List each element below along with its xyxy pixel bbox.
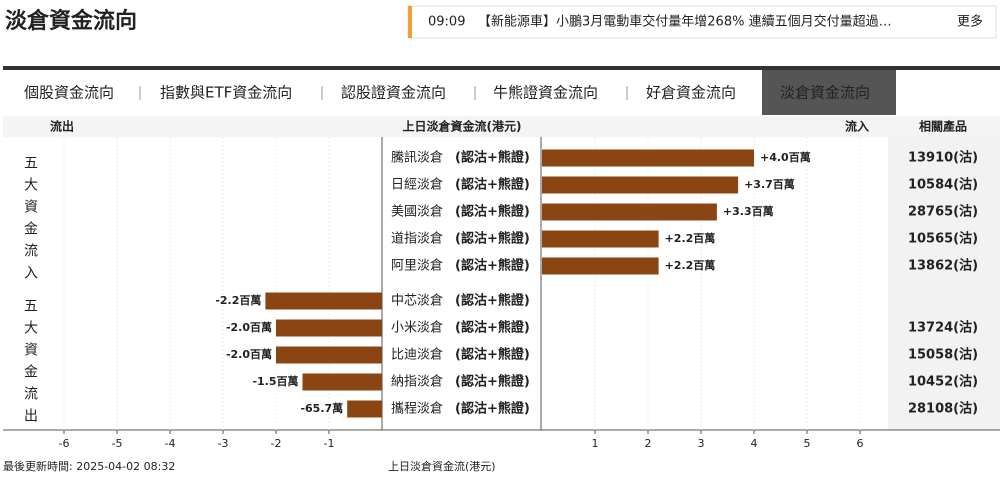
value-label: +4.0百萬: [760, 150, 811, 164]
value-label: -65.7萬: [300, 401, 343, 415]
category-label[interactable]: 道指淡倉: [391, 232, 443, 247]
category-tag: (認沽+熊證): [455, 320, 530, 336]
category-tag: (認沽+熊證): [455, 401, 530, 417]
value-label: +3.7百萬: [744, 177, 795, 191]
x-tick-label: -3: [218, 437, 229, 450]
value-label: -2.0百萬: [226, 320, 272, 334]
group-label: 五大資金流出: [22, 298, 38, 430]
x-tick-label: -2: [271, 437, 282, 450]
category-label[interactable]: 攜程淡倉: [391, 402, 443, 417]
x-tick-label: -6: [59, 437, 70, 450]
page-title: 淡倉資金流向: [5, 8, 137, 34]
product-link[interactable]: 13862(沽): [908, 258, 978, 274]
x-tick-label: 2: [645, 437, 652, 450]
category-tag: (認沽+熊證): [455, 204, 530, 220]
news-time: 09:09: [428, 15, 465, 30]
tab[interactable]: 指數與ETF資金流向: [160, 84, 292, 102]
value-label: +3.3百萬: [723, 204, 774, 218]
product-link[interactable]: 10565(沽): [908, 231, 978, 247]
chart-header-bg: [3, 116, 1000, 137]
category-label[interactable]: 阿里淡倉: [391, 259, 443, 274]
product-link[interactable]: 13724(沽): [908, 320, 978, 336]
value-label: +2.2百萬: [665, 258, 716, 272]
product-link[interactable]: 28108(沽): [908, 401, 978, 417]
tab[interactable]: 淡倉資金流向: [780, 84, 870, 102]
category-label[interactable]: 比迪淡倉: [391, 348, 443, 363]
bar: [542, 149, 754, 167]
category-tag: (認沽+熊證): [455, 258, 530, 274]
bar: [542, 230, 659, 248]
update-time: 最後更新時間: 2025-04-02 08:32: [3, 459, 175, 473]
news-accent: [408, 6, 412, 38]
news-box: [407, 5, 997, 39]
x-tick-label: 5: [804, 437, 811, 450]
category-label[interactable]: 美國淡倉: [391, 205, 443, 220]
x-tick-label: 1: [592, 437, 599, 450]
footer-axis-label: 上日淡倉資金流(港元): [388, 459, 496, 473]
x-tick-label: 3: [698, 437, 705, 450]
tab[interactable]: 認股證資金流向: [341, 84, 446, 102]
category-label[interactable]: 小米淡倉: [391, 321, 443, 336]
inflow-header: 流入: [845, 119, 869, 134]
bar: [265, 292, 382, 310]
category-label[interactable]: 騰訊淡倉: [391, 150, 443, 166]
value-label: -1.5百萬: [252, 374, 298, 388]
tab[interactable]: 牛熊證資金流向: [493, 84, 598, 102]
category-tag: (認沽+熊證): [455, 293, 530, 309]
bar: [276, 346, 382, 364]
x-tick-label: -5: [112, 437, 123, 450]
category-tag: (認沽+熊證): [455, 150, 530, 166]
x-tick-label: -1: [324, 437, 335, 450]
category-label[interactable]: 中芯淡倉: [391, 294, 443, 309]
bar: [542, 257, 659, 275]
category-tag: (認沽+熊證): [455, 231, 530, 247]
tab[interactable]: 個股資金流向: [24, 84, 114, 102]
bar: [276, 319, 382, 337]
outflow-header: 流出: [50, 119, 74, 134]
product-link[interactable]: 15058(沽): [908, 347, 978, 363]
products-header: 相關產品: [919, 119, 967, 134]
product-link[interactable]: 13910(沽): [908, 150, 978, 166]
value-label: -2.0百萬: [226, 347, 272, 361]
product-link[interactable]: 10452(沽): [908, 374, 978, 390]
chart-title: 上日淡倉資金流(港元): [403, 119, 522, 134]
product-link[interactable]: 10584(沽): [908, 177, 978, 193]
bar: [542, 176, 739, 194]
bar: [542, 203, 717, 221]
category-label[interactable]: 納指淡倉: [391, 375, 443, 390]
tab-bar-top: [3, 66, 1000, 70]
category-tag: (認沽+熊證): [455, 347, 530, 363]
group-label: 五大資金流入: [22, 155, 38, 287]
news-more[interactable]: 更多: [957, 14, 983, 30]
news-headline[interactable]: 【新能源車】小鵬3月電動車交付量年增268% 連續五個月交付量超過…: [478, 14, 892, 30]
bar: [347, 400, 382, 418]
tab-active-bg: [762, 70, 896, 115]
category-tag: (認沽+熊證): [455, 177, 530, 193]
product-column-bg: [888, 137, 1000, 430]
tab[interactable]: 好倉資金流向: [646, 84, 736, 102]
category-tag: (認沽+熊證): [455, 374, 530, 390]
product-link[interactable]: 28765(沽): [908, 204, 978, 220]
x-tick-label: -4: [165, 437, 176, 450]
x-tick-label: 6: [857, 437, 864, 450]
bar: [302, 373, 382, 391]
x-tick-label: 4: [751, 437, 758, 450]
value-label: +2.2百萬: [665, 231, 716, 245]
category-label[interactable]: 日經淡倉: [391, 178, 443, 193]
value-label: -2.2百萬: [215, 293, 261, 307]
